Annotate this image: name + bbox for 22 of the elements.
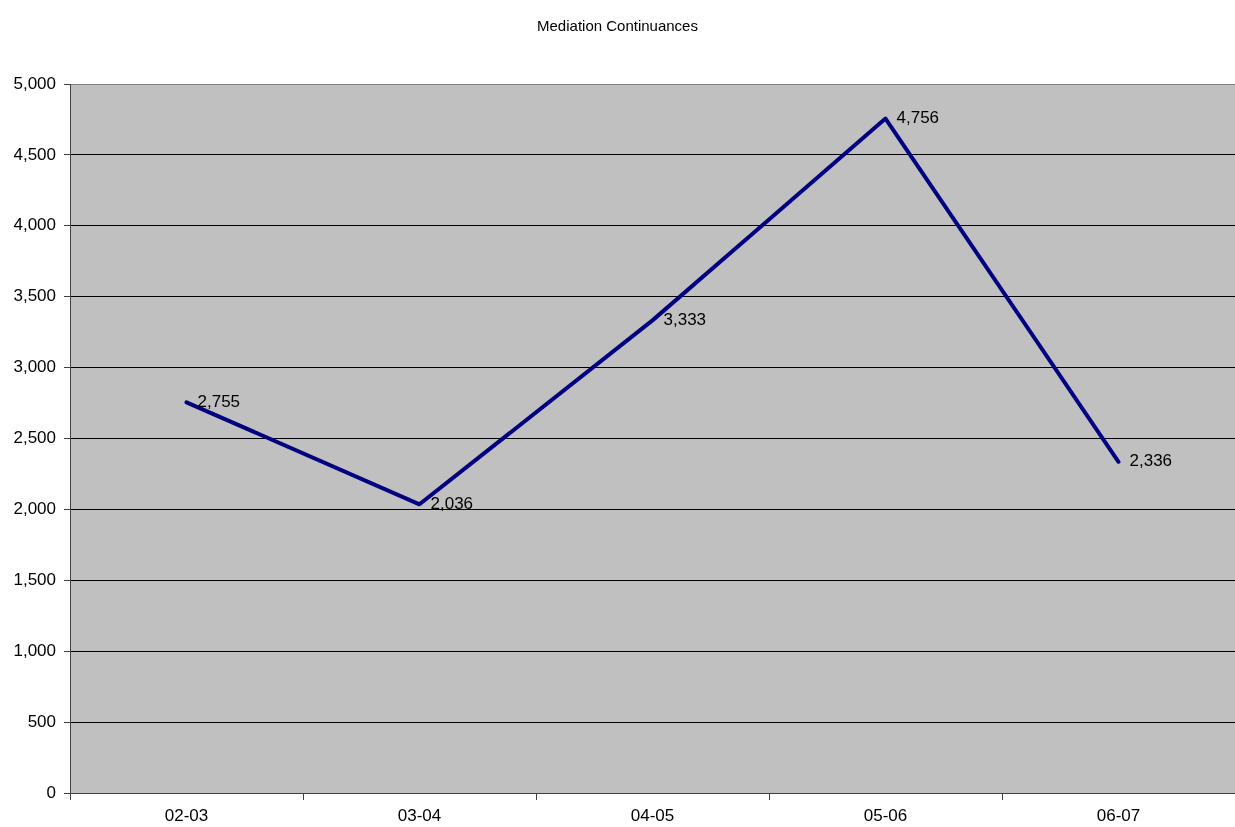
x-tick-label: 02-03 [164, 805, 209, 825]
y-tick-label: 4,000 [13, 215, 56, 235]
y-tick-label: 2,500 [13, 428, 56, 448]
x-tick-label: 04-05 [630, 805, 675, 825]
y-tick-label: 4,500 [13, 144, 56, 164]
y-tick-label: 2,000 [13, 499, 56, 519]
y-tick-label: 500 [27, 711, 56, 731]
data-label: 3,333 [663, 310, 707, 330]
x-tick-label: 03-04 [397, 805, 442, 825]
y-tick-label: 1,000 [13, 640, 56, 660]
data-label: 2,755 [197, 392, 241, 412]
y-tick-label: 5,000 [13, 73, 56, 93]
y-tick-label: 3,500 [13, 286, 56, 306]
y-tick-label: 3,000 [13, 357, 56, 377]
x-tick-label: 06-07 [1096, 805, 1141, 825]
y-tick-label: 1,500 [13, 569, 56, 589]
data-label: 2,336 [1129, 451, 1173, 471]
chart-title: Mediation Continuances [537, 17, 698, 35]
data-label: 4,756 [896, 108, 940, 128]
data-label: 2,036 [430, 493, 474, 513]
y-tick-label: 0 [46, 782, 56, 802]
x-tick-label: 05-06 [863, 805, 908, 825]
